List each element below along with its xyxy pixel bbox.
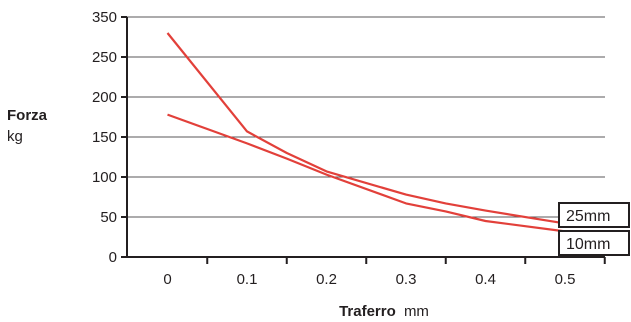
series-line-25mm (166, 32, 566, 225)
series-group (166, 32, 566, 233)
x-tick-label: 0.5 (555, 271, 576, 288)
series-label-25mm: 25mm (566, 208, 610, 225)
x-tick-label: 0.1 (237, 271, 258, 288)
series-line-10mm (167, 113, 566, 233)
y-axis-label-unit: kg (7, 128, 23, 145)
x-axis-label: Traferro mm (339, 303, 429, 320)
y-tick-label: 150 (92, 129, 117, 146)
y-tick-label: 350 (92, 9, 117, 26)
x-axis-label-bold: Traferro (339, 303, 396, 320)
x-tick-label: 0.2 (316, 271, 337, 288)
y-tick-label: 250 (92, 49, 117, 66)
x-ticks: 0 0.1 0.2 0.3 0.4 0.5 (163, 257, 606, 288)
series-labels: 25mm 10mm (558, 202, 630, 256)
y-axis-unit: kg (7, 128, 23, 145)
x-axis-label-unit: mm (404, 303, 429, 320)
y-tick-label: 0 (109, 249, 117, 266)
y-tick-label: 100 (92, 169, 117, 186)
y-tick-label: 200 (92, 89, 117, 106)
series-label-10mm: 10mm (566, 236, 610, 253)
x-tick-label: 0.3 (396, 271, 417, 288)
y-ticks: 0 50 100 150 200 250 350 (92, 9, 127, 266)
y-axis-label: Forza (7, 107, 48, 124)
x-tick-label: 0.4 (475, 271, 496, 288)
series-label-box-10mm (558, 230, 630, 256)
y-axis-label-bold: Forza (7, 107, 48, 124)
series-label-box-25mm (558, 202, 630, 228)
y-tick-label: 50 (100, 209, 117, 226)
x-tick-label: 0 (163, 271, 171, 288)
grid-lines (127, 16, 605, 218)
